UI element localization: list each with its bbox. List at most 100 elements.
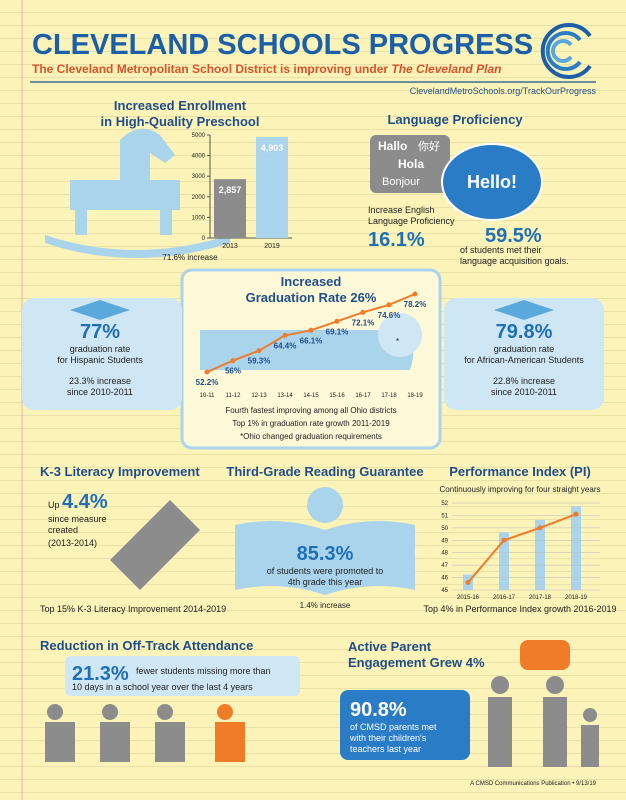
- note: 22.8% increase: [493, 376, 555, 386]
- diploma: [378, 313, 422, 357]
- stat: 85.3%: [297, 543, 354, 565]
- enrollment-chart: 0 1000 2000 3000 4000 5000 2,857 2013 4,903 2019: [192, 133, 292, 250]
- label: of students met their: [460, 245, 542, 255]
- chat-icon: [520, 640, 570, 670]
- subtitle: The Cleveland Metropolitan School Distri…: [32, 62, 501, 76]
- point: [334, 318, 340, 324]
- label: graduation rate: [494, 344, 555, 354]
- point: [282, 332, 288, 338]
- y-tick-label: 2000: [192, 195, 206, 201]
- section-title: Reduction in Off-Track Attendance: [40, 638, 253, 653]
- x-tick-label: 18-19: [407, 393, 423, 399]
- section-title: Graduation Rate 26%: [246, 290, 377, 305]
- x-tick-label: 10-11: [200, 393, 216, 399]
- pi-chart: 45 46 47 48 49 50 51 52 2015-16 2016-17 2017-18 201…: [441, 501, 600, 601]
- x-tick-label: 12-13: [251, 393, 267, 399]
- point: [230, 358, 236, 364]
- value-label: 4,903: [261, 143, 284, 153]
- url: ClevelandMetroSchools.org/TrackOurProgre…: [410, 86, 597, 96]
- stat: 21.3%: [72, 663, 129, 685]
- x-tick-label: 2018-19: [565, 595, 588, 601]
- section-title: Performance Index (PI): [449, 464, 591, 479]
- panel: [340, 690, 470, 760]
- y-tick-label: 49: [441, 538, 448, 544]
- label: since measure: [48, 514, 107, 524]
- section-title: in High-Quality Preschool: [101, 114, 260, 129]
- point: [360, 309, 366, 315]
- section-title: Engagement Grew 4%: [348, 655, 485, 670]
- asterisk: *: [396, 337, 399, 346]
- title: CLEVELAND SCHOOLS PROGRESS: [32, 29, 533, 61]
- label: Increase English: [368, 205, 435, 215]
- bubble: [370, 135, 450, 193]
- section-title: Language Proficiency: [387, 112, 523, 127]
- x-tick-label: 11-12: [226, 393, 242, 399]
- arrow-bar: [571, 506, 581, 590]
- stat: 90.8%: [350, 699, 407, 721]
- arrow-bar: [535, 519, 545, 590]
- bar: [256, 136, 288, 238]
- section-title: Increased Enrollment: [114, 98, 247, 113]
- x-tick-label: 15-16: [329, 393, 345, 399]
- label: language acquisition goals.: [460, 256, 569, 266]
- section-title: Active Parent: [348, 639, 432, 654]
- label: with their children's: [349, 733, 427, 743]
- greeting: Hallo: [378, 139, 407, 153]
- greeting: Bonjour: [382, 176, 420, 188]
- pen-icon: [110, 500, 200, 590]
- note: since 2010-2011: [491, 387, 557, 397]
- label: (2013-2014): [48, 538, 97, 548]
- label: Language Proficiency: [368, 216, 455, 226]
- bubble: [441, 143, 543, 221]
- x-tick-label: 17-18: [381, 393, 397, 399]
- label: for Hispanic Students: [57, 355, 143, 365]
- y-tick-label: 46: [441, 576, 448, 582]
- y-tick-label: 1000: [192, 215, 206, 221]
- y-tick-label: 50: [441, 526, 448, 532]
- stat: 16.1%: [368, 229, 425, 251]
- value-label: 72.1%: [352, 318, 375, 327]
- book-icon: [235, 521, 415, 595]
- point: [537, 525, 543, 531]
- stat: 77%: [80, 321, 120, 343]
- value-label: 2,857: [219, 185, 242, 195]
- note: Top 1% in graduation rate growth 2011-20…: [232, 419, 390, 428]
- x-tick-label: 14-15: [303, 393, 319, 399]
- point: [412, 291, 418, 297]
- label: 4th grade this year: [288, 577, 363, 587]
- y-tick-label: 52: [441, 501, 448, 507]
- bar: [214, 179, 246, 238]
- section-title: Increased: [281, 274, 342, 289]
- note: 1.4% increase: [300, 601, 351, 610]
- stat: 59.5%: [485, 225, 542, 247]
- point: [573, 511, 579, 517]
- footer: A CMSD Communications Publication • 9/13…: [470, 781, 596, 787]
- value-label: 78.2%: [404, 300, 427, 309]
- footer-note: Top 15% K-3 Literacy Improvement 2014-20…: [40, 604, 226, 614]
- diploma: [200, 330, 414, 370]
- label: graduation rate: [70, 344, 131, 354]
- note: 23.3% increase: [69, 376, 131, 386]
- point: [501, 537, 507, 543]
- label: of students were promoted to: [267, 566, 384, 576]
- note: 71.6% increase: [162, 253, 218, 262]
- section-title: Third-Grade Reading Guarantee: [226, 464, 423, 479]
- label: 10 days in a school year over the last 4…: [72, 682, 253, 692]
- label: of CMSD parents met: [350, 722, 437, 732]
- footer-note: Top 4% in Performance Index growth 2016-…: [423, 604, 616, 614]
- label: for African-American Students: [464, 355, 584, 365]
- value-label: 69.1%: [326, 327, 349, 336]
- greeting: Hola: [398, 157, 424, 171]
- logo: [540, 23, 592, 79]
- point: [204, 369, 210, 375]
- panel: [22, 298, 182, 410]
- y-tick-label: 45: [441, 588, 448, 594]
- y-tick-label: 47: [441, 563, 448, 569]
- value-label: 66.1%: [300, 336, 323, 345]
- panel: [65, 656, 300, 696]
- x-tick-label: 2016-17: [493, 595, 516, 601]
- greeting: 你好: [418, 139, 440, 153]
- y-tick-label: 48: [441, 551, 448, 557]
- point: [308, 327, 314, 333]
